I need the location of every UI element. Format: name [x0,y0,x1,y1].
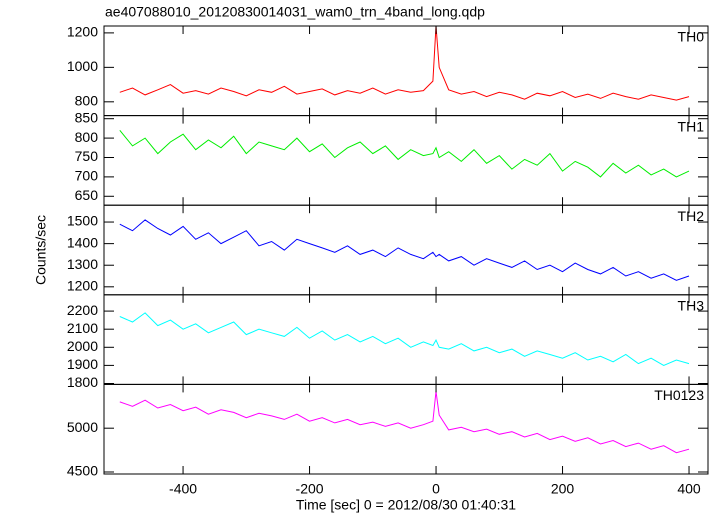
y-tick-label: 700 [75,168,99,184]
y-tick-label: 2100 [67,320,98,336]
series-label: TH0123 [654,387,704,403]
series-label: TH1 [678,118,705,134]
x-tick-label: -400 [169,481,197,497]
data-line [119,312,690,366]
y-tick-label: 1200 [67,24,98,40]
y-tick-label: 1900 [67,356,98,372]
chart-title: ae407088010_20120830014031_wam0_trn_4ban… [105,4,485,20]
y-tick-label: 1200 [67,278,98,294]
y-tick-label: 800 [75,129,99,145]
data-line [119,129,690,178]
y-tick-label: 1800 [67,374,98,390]
panel-frame [103,383,709,475]
y-tick-label: 2200 [67,302,98,318]
y-tick-label: 2000 [67,338,98,354]
y-tick-label: 1000 [67,58,98,74]
x-tick-label: -200 [296,481,324,497]
y-tick-label: 1300 [67,256,98,272]
data-line [119,219,690,281]
y-tick-label: 1400 [67,234,98,250]
data-line [119,26,690,101]
y-tick-label: 5000 [67,419,98,435]
y-tick-label: 750 [75,148,99,164]
y-tick-label: 850 [75,109,99,125]
series-label: TH0 [678,29,705,45]
x-tick-label: 400 [677,481,701,497]
y-axis-label: Counts/sec [33,215,49,285]
series-label: TH3 [678,298,705,314]
x-tick-label: 0 [432,481,440,497]
series-label: TH2 [678,208,705,224]
y-tick-label: 800 [75,93,99,109]
x-axis-label: Time [sec] 0 = 2012/08/30 01:40:31 [296,497,516,513]
data-line [119,391,690,454]
y-tick-label: 650 [75,187,99,203]
x-tick-label: 200 [551,481,575,497]
y-tick-label: 1500 [67,213,98,229]
y-tick-label: 4500 [67,463,98,479]
